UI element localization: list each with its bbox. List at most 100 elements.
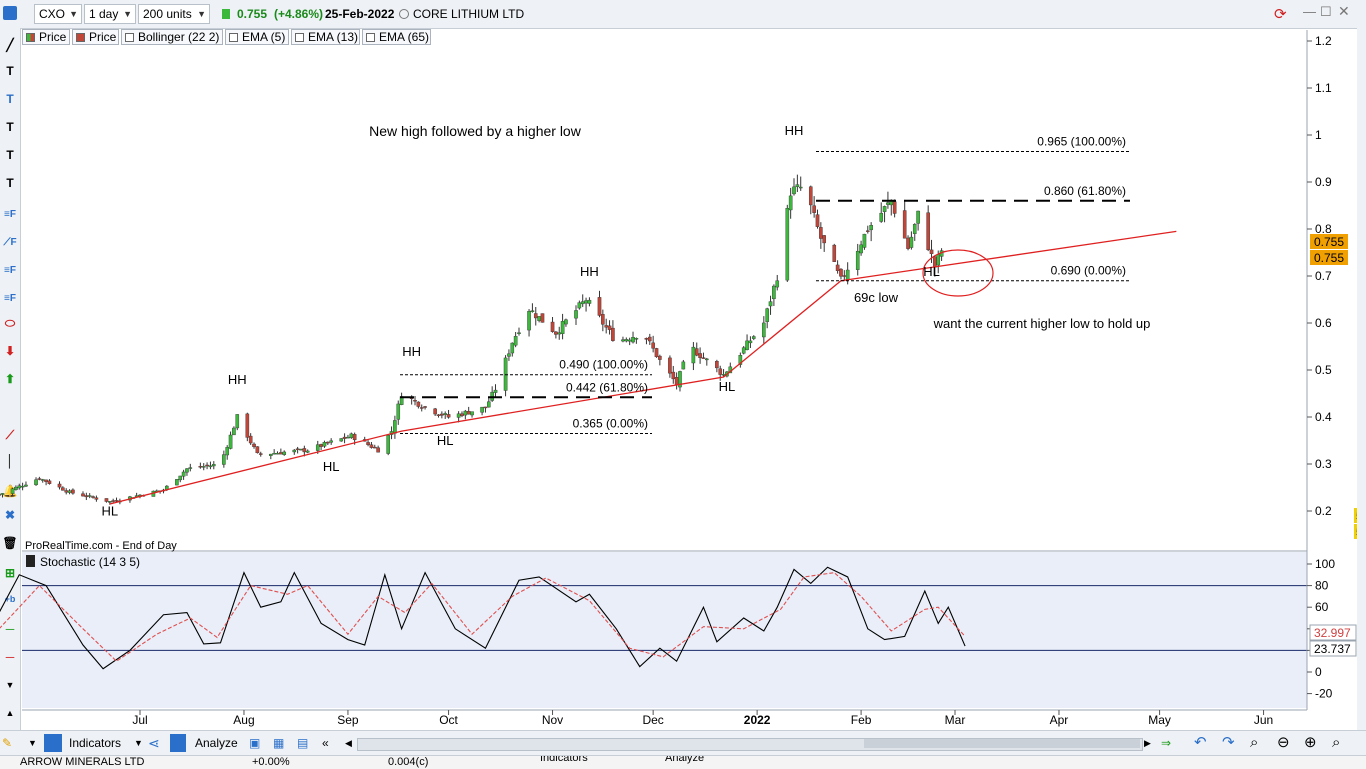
units-select[interactable]: 200 units ▼ — [138, 4, 210, 24]
candle — [235, 414, 240, 429]
candle — [228, 434, 233, 449]
analyze-icon[interactable] — [170, 734, 186, 752]
scroll-down-icon[interactable]: ▼ — [5, 680, 15, 690]
right-scroll-strip[interactable] — [1357, 28, 1366, 730]
watchlist-symbol[interactable]: ARROW MINERALS LTD — [20, 756, 145, 768]
add-object-icon[interactable]: ⊞ — [4, 566, 16, 580]
x-tick-label: Dec — [642, 713, 663, 727]
checkbox-icon — [295, 33, 304, 42]
indicators-icon[interactable] — [44, 734, 62, 752]
undo-icon[interactable]: ↶ — [1194, 734, 1207, 751]
chevron-down-icon[interactable]: ▼ — [69, 9, 78, 19]
x-tick-label: Oct — [439, 713, 458, 727]
trash-icon[interactable]: 🗑 — [2, 536, 18, 550]
swing-label: HH — [580, 264, 599, 279]
close-icon[interactable]: ✕ — [1338, 3, 1350, 19]
candle — [84, 495, 89, 498]
chevron-down-icon[interactable]: ▼ — [134, 738, 143, 748]
legend-bollinger[interactable]: Bollinger (22 2) — [121, 29, 223, 45]
redo-icon[interactable]: ↷ — [1222, 734, 1235, 751]
comment-icon[interactable]: ▣ — [249, 736, 261, 750]
units-value: 200 units — [143, 7, 192, 21]
symbol-field[interactable]: CXO ▼ — [34, 4, 82, 24]
text-tool-icon[interactable]: T — [6, 148, 14, 162]
radio-icon[interactable] — [399, 9, 409, 19]
scroll-right-icon[interactable]: ▶ — [1144, 738, 1151, 748]
stoch-y-tick-label: 100 — [1315, 557, 1335, 571]
fast-forward-icon[interactable]: ⇒ — [1161, 736, 1172, 750]
fibonacci-arc-tool-icon[interactable]: ≡F — [4, 265, 16, 276]
segment-tool-icon[interactable]: ⟋ — [5, 428, 15, 442]
stoch-badge-label: 23.737 — [1314, 642, 1351, 656]
formula-icon[interactable]: +b — [4, 594, 16, 604]
price-badge — [1310, 234, 1348, 249]
horizontal-line-tool-icon[interactable]: ─ — [5, 622, 15, 636]
legend-ema-65[interactable]: EMA (65) — [362, 29, 431, 45]
pencil-icon[interactable]: ✎ — [2, 736, 13, 750]
fibonacci-tool-icon[interactable]: ≡F — [4, 209, 16, 220]
zoom-fit-icon[interactable]: ⌕ — [1250, 734, 1259, 751]
legend-price-line[interactable]: Price — [72, 29, 119, 45]
text-tool-icon[interactable]: T — [6, 176, 14, 190]
scroll-left-icon[interactable]: ◀ — [345, 738, 352, 748]
refresh-icon[interactable]: ⟳ — [1274, 6, 1287, 23]
symbol-value: CXO — [39, 7, 66, 21]
watchlist-indicators[interactable]: Indicators — [540, 755, 588, 764]
watchlist-analyze[interactable]: Analyze — [665, 755, 705, 764]
chart-annotation: 69c low — [854, 290, 899, 305]
share-icon[interactable]: ⋖ — [148, 735, 160, 751]
rewind-icon[interactable]: « — [322, 736, 329, 750]
alert-bell-icon[interactable]: 🔔 — [2, 484, 18, 498]
indicators-button[interactable]: Indicators — [69, 736, 122, 750]
zoom-reset-icon[interactable]: ⌕ — [1332, 734, 1341, 751]
scrollbar-thumb[interactable] — [864, 739, 1140, 748]
horizontal-line-tool-icon[interactable]: ─ — [5, 650, 15, 664]
chevron-down-icon[interactable]: ▼ — [197, 9, 206, 19]
candle — [279, 452, 283, 455]
legend-ema-13[interactable]: EMA (13) — [291, 29, 360, 45]
legend-ema-5[interactable]: EMA (5) — [225, 29, 289, 45]
screenshot-icon[interactable]: ▦ — [273, 736, 285, 750]
text-tool-icon[interactable]: T — [6, 64, 14, 78]
fibonacci-fan-tool-icon[interactable]: ⟋F — [3, 237, 17, 248]
text-box-tool-icon[interactable]: T — [6, 92, 14, 106]
ellipse-tool-icon[interactable]: ⬭ — [4, 316, 16, 330]
minimize-icon[interactable]: — — [1303, 4, 1316, 19]
legend-price-candles[interactable]: Price — [22, 29, 70, 45]
candle — [87, 495, 92, 497]
price-badge-label: 0.755 — [1314, 251, 1344, 265]
chevron-down-icon[interactable]: ▼ — [28, 738, 37, 748]
zoom-out-icon[interactable]: ⊖ — [1277, 734, 1290, 751]
stoch-badge — [1309, 624, 1357, 641]
fibonacci-time-tool-icon[interactable]: ≡F — [4, 293, 16, 304]
candle — [40, 479, 45, 481]
candle — [81, 493, 85, 497]
candle — [44, 479, 48, 482]
up-arrow-tool-icon[interactable]: ⬆ — [4, 372, 16, 386]
vertical-line-tool-icon[interactable]: │ — [6, 454, 14, 468]
delete-tool-icon[interactable]: ✖ — [4, 508, 16, 522]
line-tool-icon[interactable]: ╱ — [6, 38, 14, 52]
y-tick-label: 0.5 — [1315, 363, 1332, 377]
candle — [275, 452, 280, 455]
candle — [772, 285, 776, 300]
candle — [765, 308, 769, 322]
scroll-up-icon[interactable]: ▲ — [5, 708, 15, 718]
text-tool-icon[interactable]: T — [6, 120, 14, 134]
zoom-in-icon[interactable]: ⊕ — [1304, 734, 1317, 751]
candle — [61, 487, 65, 491]
analyze-button[interactable]: Analyze — [195, 736, 238, 750]
candle — [396, 403, 401, 420]
maximize-icon[interactable]: ☐ — [1320, 4, 1332, 19]
notes-icon[interactable]: ▤ — [297, 736, 309, 750]
interval-select[interactable]: 1 day ▼ — [84, 4, 136, 24]
down-arrow-tool-icon[interactable]: ⬇ — [4, 344, 16, 358]
candle — [788, 195, 793, 211]
chevron-down-icon[interactable]: ▼ — [123, 9, 132, 19]
candle — [604, 325, 608, 328]
stoch-line-k — [0, 566, 966, 670]
stoch-badge — [1309, 640, 1357, 657]
candle — [865, 230, 870, 232]
swing-label: HL — [923, 264, 940, 279]
